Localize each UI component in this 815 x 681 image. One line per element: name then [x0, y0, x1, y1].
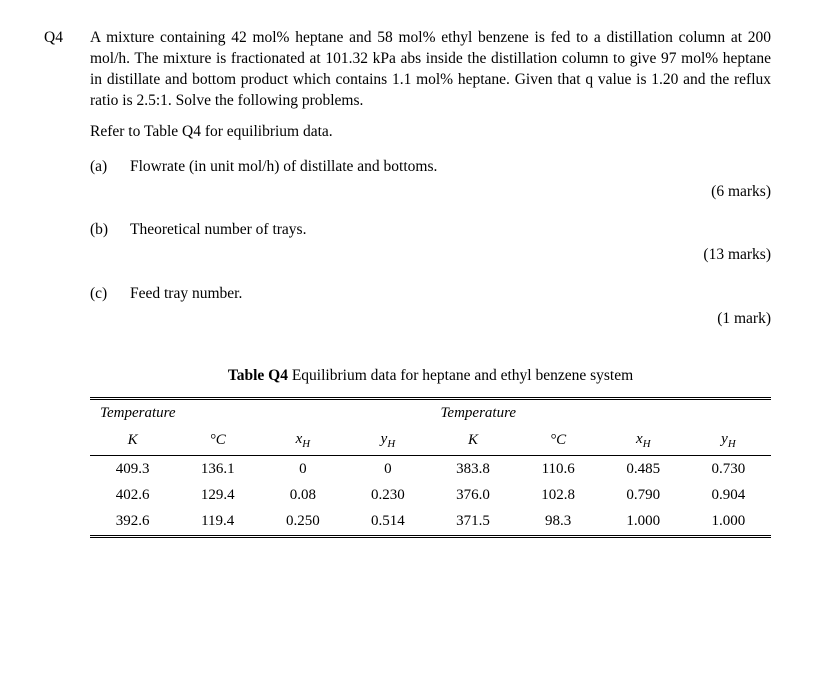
- subpart-b-label: (b): [90, 220, 130, 241]
- subpart-c-label: (c): [90, 284, 130, 305]
- table-row: 402.6 129.4 0.08 0.230 376.0 102.8 0.790…: [90, 482, 771, 508]
- question-label: Q4: [44, 28, 90, 49]
- subpart-a: (a) Flowrate (in unit mol/h) of distilla…: [90, 157, 771, 178]
- cell: 0.904: [686, 482, 771, 508]
- subpart-a-marks: (6 marks): [90, 182, 771, 203]
- cell: 392.6: [90, 508, 175, 536]
- subpart-c-marks: (1 mark): [90, 309, 771, 330]
- subpart-b: (b) Theoretical number of trays.: [90, 220, 771, 241]
- equilibrium-table: Temperature Temperature K °C xH yH K °C …: [90, 397, 771, 538]
- table-row: K °C xH yH K °C xH yH: [90, 426, 771, 455]
- cell: 0.514: [345, 508, 430, 536]
- subpart-b-text: Theoretical number of trays.: [130, 220, 771, 241]
- table-row: 392.6 119.4 0.250 0.514 371.5 98.3 1.000…: [90, 508, 771, 536]
- table-row: 409.3 136.1 0 0 383.8 110.6 0.485 0.730: [90, 455, 771, 482]
- subpart-c-text: Feed tray number.: [130, 284, 771, 305]
- cell: 119.4: [175, 508, 260, 536]
- cell: 129.4: [175, 482, 260, 508]
- question-body: A mixture containing 42 mol% heptane and…: [90, 28, 771, 538]
- cell: 376.0: [430, 482, 515, 508]
- cell: 371.5: [430, 508, 515, 536]
- cell: 0.790: [601, 482, 686, 508]
- cell: 0.250: [260, 508, 345, 536]
- col-K-1: K: [90, 426, 175, 455]
- cell: 0: [345, 455, 430, 482]
- col-yH-1: yH: [345, 426, 430, 455]
- col-K-2: K: [430, 426, 515, 455]
- col-xH-1: xH: [260, 426, 345, 455]
- cell: 102.8: [516, 482, 601, 508]
- table-caption: Table Q4 Equilibrium data for heptane an…: [90, 366, 771, 387]
- col-xH-2: xH: [601, 426, 686, 455]
- cell: 0.730: [686, 455, 771, 482]
- cell: 136.1: [175, 455, 260, 482]
- cell: 0.230: [345, 482, 430, 508]
- cell: 98.3: [516, 508, 601, 536]
- col-C-2: °C: [516, 426, 601, 455]
- question-row: Q4 A mixture containing 42 mol% heptane …: [44, 28, 771, 538]
- col-yH-2: yH: [686, 426, 771, 455]
- cell: 383.8: [430, 455, 515, 482]
- question-refer: Refer to Table Q4 for equilibrium data.: [90, 122, 771, 143]
- table-row: Temperature Temperature: [90, 399, 771, 427]
- cell: 402.6: [90, 482, 175, 508]
- question-stem: A mixture containing 42 mol% heptane and…: [90, 28, 771, 112]
- col-C-1: °C: [175, 426, 260, 455]
- subpart-c: (c) Feed tray number.: [90, 284, 771, 305]
- subpart-b-marks: (13 marks): [90, 245, 771, 266]
- subpart-a-label: (a): [90, 157, 130, 178]
- table-caption-prefix: Table Q4: [228, 367, 288, 384]
- cell: 1.000: [601, 508, 686, 536]
- cell: 0.08: [260, 482, 345, 508]
- col-temperature-2: Temperature: [430, 399, 600, 427]
- cell: 110.6: [516, 455, 601, 482]
- cell: 409.3: [90, 455, 175, 482]
- subpart-a-text: Flowrate (in unit mol/h) of distillate a…: [130, 157, 771, 178]
- cell: 0.485: [601, 455, 686, 482]
- cell: 1.000: [686, 508, 771, 536]
- col-temperature-1: Temperature: [90, 399, 260, 427]
- table-caption-rest: Equilibrium data for heptane and ethyl b…: [288, 367, 633, 384]
- cell: 0: [260, 455, 345, 482]
